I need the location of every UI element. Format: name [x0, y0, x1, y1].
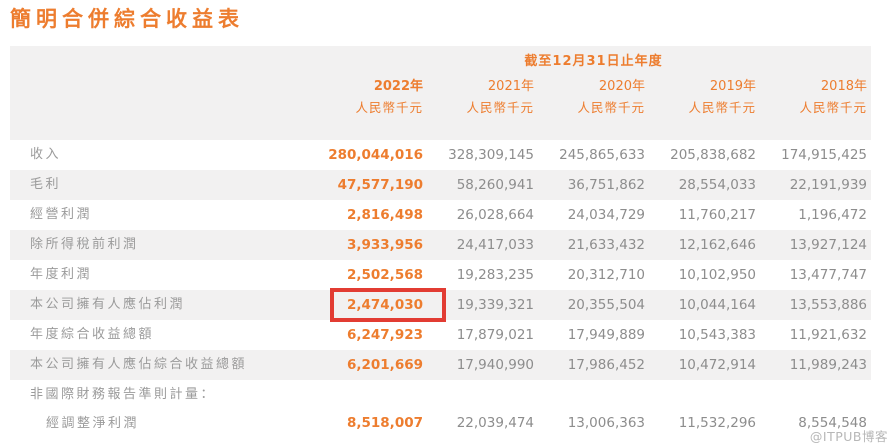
value-cell: 10,044,164 [678, 297, 756, 313]
value-cell: 24,417,033 [456, 237, 534, 253]
table-row: 除所得稅前利潤 3,933,956 24,417,033 21,633,432 12,1… [10, 230, 871, 260]
year-header: 2019年 [709, 78, 756, 94]
value-cell: 21,633,432 [567, 237, 645, 253]
period-header: 截至12月31日止年度 [524, 54, 663, 69]
table-row: 經營利潤 2,816,498 26,028,664 24,034,729 11,760,… [10, 200, 871, 230]
value-cell: 22,191,939 [789, 177, 867, 193]
value-cell: 13,006,363 [567, 415, 645, 431]
value-cell: 11,921,632 [789, 327, 867, 343]
unit-header: 人民幣千元 [688, 99, 756, 115]
value-cell: 11,532,296 [678, 415, 756, 431]
unit-header: 人民幣千元 [799, 99, 867, 115]
value-cell: 20,355,504 [567, 297, 645, 313]
row-label: 除所得稅前利潤 [30, 237, 139, 252]
value-cell: 2,502,568 [346, 267, 423, 283]
row-label: 收入 [30, 147, 62, 162]
value-cell: 245,865,633 [559, 147, 645, 163]
value-cell: 13,477,747 [789, 267, 867, 283]
row-label: 本公司擁有人應佔綜合收益總額 [30, 357, 248, 372]
value-cell: 10,102,950 [678, 267, 756, 283]
watermark: @ITPUB博客 [809, 429, 888, 444]
year-header: 2020年 [598, 78, 645, 94]
table-row: 本公司擁有人應佔利潤 2,474,030 19,339,321 20,355,504 1… [10, 288, 871, 322]
year-header: 2022年 [373, 78, 423, 94]
value-cell: 280,044,016 [328, 147, 423, 163]
value-cell: 28,554,033 [678, 177, 756, 193]
value-cell: 26,028,664 [456, 207, 534, 223]
table-row: 非國際財務報告準則計量： [10, 380, 871, 410]
year-header: 2018年 [820, 78, 867, 94]
value-cell: 8,554,548 [798, 415, 867, 431]
value-cell: 2,474,030 [316, 288, 446, 322]
row-label: 年度利潤 [30, 267, 93, 282]
value-cell: 17,879,021 [456, 327, 534, 343]
table-body: 收入 280,044,016 328,309,145 245,865,633 205,8… [10, 140, 871, 447]
row-label: 年度綜合收益總額 [30, 327, 155, 342]
unit-header: 人民幣千元 [466, 99, 534, 115]
value-cell: 13,553,886 [789, 297, 867, 313]
highlight-box: 2,474,030 [329, 288, 446, 322]
page-title: 簡明合併綜合收益表 [10, 7, 244, 31]
row-label: 經調整淨利潤 [46, 416, 140, 431]
value-cell: 1,196,472 [798, 207, 867, 223]
value-cell: 205,838,682 [670, 147, 756, 163]
value-cell: 328,309,145 [448, 147, 534, 163]
row-label: 本公司擁有人應佔利潤 [30, 297, 186, 312]
value-cell: 11,760,217 [678, 207, 756, 223]
value-cell: 10,472,914 [678, 357, 756, 373]
year-headers-row: 2022年 2021年 2020年 2019年 2018年 [10, 73, 871, 95]
table-row: 經調整淨利潤 8,518,007 22,039,474 13,006,363 11,53… [10, 410, 871, 447]
unit-header: 人民幣千元 [577, 99, 645, 115]
table-row: 毛利 47,577,190 58,260,941 36,751,862 28,554,0… [10, 170, 871, 200]
value-cell: 36,751,862 [567, 177, 645, 193]
value-cell: 6,201,669 [346, 357, 423, 373]
period-header-row: 截至12月31日止年度 [10, 46, 871, 73]
value-cell: 47,577,190 [337, 177, 423, 193]
value-cell: 2,816,498 [346, 207, 423, 223]
value-cell: 13,927,124 [789, 237, 867, 253]
table-row: 年度綜合收益總額 6,247,923 17,879,021 17,949,889 10,… [10, 320, 871, 350]
value-cell: 11,989,243 [789, 357, 867, 373]
unit-header: 人民幣千元 [355, 99, 423, 115]
value-cell: 10,543,383 [678, 327, 756, 343]
row-label: 毛利 [30, 177, 62, 192]
row-label: 經營利潤 [30, 207, 93, 222]
unit-headers-row: 人民幣千元 人民幣千元 人民幣千元 人民幣千元 人民幣千元 [10, 95, 871, 117]
table-row: 年度利潤 2,502,568 19,283,235 20,312,710 10,102,… [10, 260, 871, 290]
value-cell: 19,339,321 [456, 297, 534, 313]
value-cell: 12,162,646 [678, 237, 756, 253]
value-cell: 24,034,729 [567, 207, 645, 223]
value-cell: 17,986,452 [567, 357, 645, 373]
value-cell: 174,915,425 [781, 147, 867, 163]
row-label: 非國際財務報告準則計量： [30, 387, 217, 402]
value-cell: 8,518,007 [346, 415, 423, 431]
income-statement-table: 截至12月31日止年度 2022年 2021年 2020年 2019年 2018年 人民… [10, 46, 871, 447]
value-cell: 3,933,956 [346, 237, 423, 253]
year-header: 2021年 [487, 78, 534, 94]
value-cell: 20,312,710 [567, 267, 645, 283]
value-cell: 17,949,889 [567, 327, 645, 343]
value-cell: 19,283,235 [456, 267, 534, 283]
value-cell: 22,039,474 [456, 415, 534, 431]
value-cell: 17,940,990 [456, 357, 534, 373]
table-row: 收入 280,044,016 328,309,145 245,865,633 205,8… [10, 140, 871, 170]
table-row: 本公司擁有人應佔綜合收益總額 6,201,669 17,940,990 17,986,… [10, 350, 871, 380]
value-cell: 6,247,923 [346, 327, 423, 343]
value-cell: 58,260,941 [456, 177, 534, 193]
